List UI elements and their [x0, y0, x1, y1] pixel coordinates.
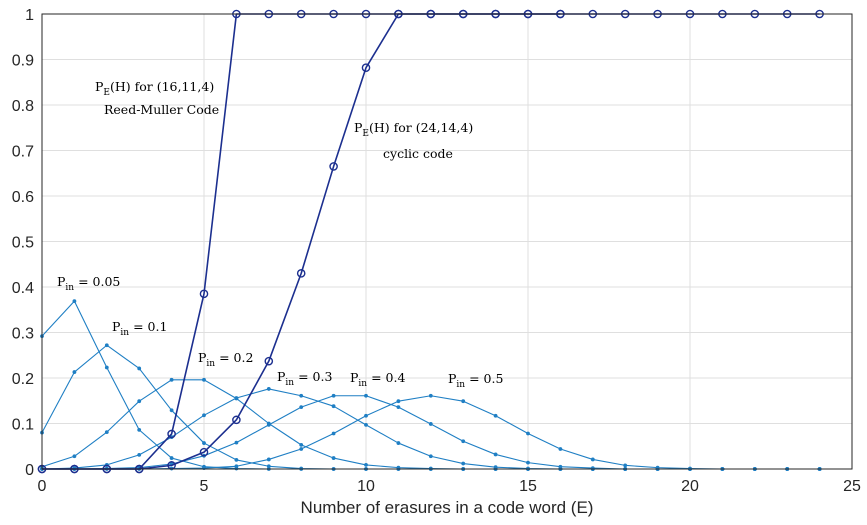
point-3-10: [364, 422, 368, 427]
point-2-5: [202, 377, 206, 382]
point-5-17: [590, 457, 595, 462]
point-7-7: [264, 356, 274, 366]
y-tick-label-6: 0.6: [12, 189, 34, 206]
point-1-6: [234, 458, 239, 462]
point-1-7: [266, 464, 271, 469]
y-tick-label-2: 0.2: [12, 371, 34, 388]
point-7-5: [199, 447, 209, 457]
point-7-10: [361, 63, 371, 72]
point-4-9: [331, 393, 336, 398]
point-5-15: [526, 431, 530, 436]
label-pin-02: Pin = 0.2: [198, 350, 253, 369]
x-tick-label-3: 15: [519, 478, 537, 495]
point-2-8: [299, 442, 304, 447]
annotation-cyclic-line2: cyclic code: [383, 146, 453, 161]
point-0-4: [169, 456, 174, 460]
point-5-18: [623, 463, 628, 468]
point-5-12: [428, 393, 433, 398]
point-3-11: [396, 441, 401, 445]
point-4-7: [266, 422, 271, 427]
label-pin-01: Pin = 0.1: [112, 319, 167, 338]
point-4-16: [558, 464, 563, 469]
point-2-2: [104, 430, 109, 435]
point-5-13: [461, 399, 466, 404]
point-3-6: [234, 396, 239, 400]
point-3-13: [461, 461, 466, 466]
point-4-10: [364, 393, 368, 398]
point-2-10: [364, 463, 368, 467]
annotation-cyclic-line1: PE(H) for (24,14,4): [354, 120, 473, 139]
point-6-5: [199, 289, 209, 299]
grid-lines: [41, 13, 853, 470]
point-1-1: [72, 370, 77, 374]
point-0-1: [72, 299, 77, 304]
point-3-9: [331, 404, 336, 409]
point-5-16: [558, 447, 563, 451]
point-7-6: [232, 415, 241, 425]
y-tick-label-8: 0.8: [12, 98, 34, 115]
point-6-4: [167, 429, 176, 439]
point-1-4: [169, 408, 174, 413]
point-3-7: [266, 387, 271, 391]
point-5-7: [266, 457, 271, 462]
label-pin-005: Pin = 0.05: [57, 274, 120, 293]
point-4-13: [461, 439, 466, 444]
x-tick-label-4: 20: [681, 478, 699, 495]
point-1-3: [137, 366, 142, 371]
y-tick-label-9: 0.9: [12, 53, 34, 70]
label-pin-05: Pin = 0.5: [448, 371, 503, 390]
y-tick-label-3: 0.3: [12, 326, 34, 343]
point-3-5: [202, 413, 206, 418]
point-4-14: [493, 452, 498, 457]
point-5-14: [493, 413, 498, 418]
point-5-11: [396, 399, 401, 404]
y-tick-label-5: 0.5: [12, 235, 34, 252]
x-tick-label-1: 5: [200, 478, 209, 495]
point-7-9: [329, 162, 338, 171]
label-pin-03: Pin = 0.3: [277, 369, 332, 388]
point-0-3: [137, 427, 142, 432]
label-pin-04: Pin = 0.4: [350, 370, 405, 389]
annotation-reed-muller-line2: Reed-Muller Code: [104, 102, 219, 117]
x-tick-label-5: 25: [843, 478, 861, 495]
point-2-3: [137, 399, 142, 404]
x-axis-label: Number of erasures in a code word (E): [301, 498, 594, 517]
plot-frame: [41, 13, 853, 470]
point-4-8: [299, 405, 304, 410]
y-tick-label-10: 1: [25, 7, 34, 24]
axis-ticks: 0 5 10 15 20 25 0 0.1 0.2 0.3 0.4 0.5 0.6 0.7 0.8 0.9 1: [12, 7, 861, 495]
point-2-1: [72, 454, 77, 459]
point-3-12: [428, 454, 433, 459]
y-tick-label-7: 0.7: [12, 144, 34, 161]
y-tick-label-4: 0.4: [12, 280, 34, 297]
point-5-10: [364, 413, 368, 418]
y-tick-label-0: 0: [25, 462, 34, 479]
point-4-11: [396, 405, 401, 410]
point-3-14: [493, 465, 498, 470]
pin-labels: Pin = 0.05 Pin = 0.1 Pin = 0.2 Pin = 0.3…: [57, 274, 503, 390]
point-1-2: [104, 343, 109, 348]
point-4-12: [428, 422, 433, 426]
x-tick-label-2: 10: [357, 478, 375, 495]
point-0-2: [104, 365, 109, 370]
point-5-6: [234, 464, 239, 469]
point-2-9: [331, 456, 336, 460]
point-1-5: [202, 441, 206, 445]
x-tick-label-0: 0: [38, 478, 47, 495]
point-2-4: [169, 377, 174, 382]
point-7-8: [296, 269, 306, 278]
point-3-8: [299, 393, 304, 398]
point-5-8: [299, 447, 304, 451]
y-tick-label-1: 0.1: [12, 417, 34, 434]
point-4-6: [234, 440, 239, 445]
annotation-reed-muller-line1: PE(H) for (16,11,4): [95, 79, 214, 98]
point-4-15: [526, 460, 530, 465]
point-5-9: [331, 431, 336, 436]
point-3-3: [137, 452, 142, 457]
